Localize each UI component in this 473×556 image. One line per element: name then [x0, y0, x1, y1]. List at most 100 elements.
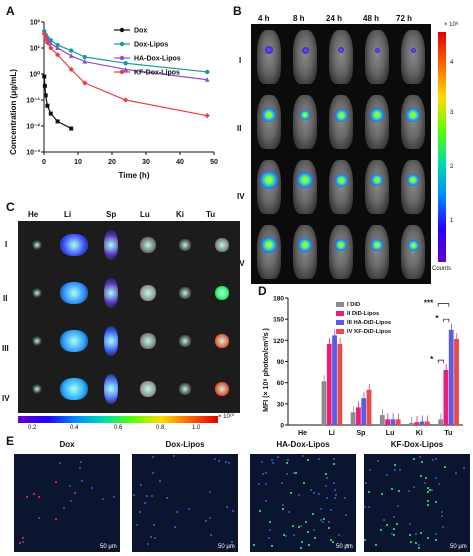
micro-dot: [427, 499, 430, 502]
micro-dot: [329, 539, 332, 542]
micro-dot: [153, 523, 156, 526]
organ-image-grid: [18, 221, 240, 413]
chart-a-x-tick-label: 50: [210, 159, 218, 166]
scale-bar-2: 50 μm: [218, 544, 235, 550]
chart-d-y-tick-label: 120: [273, 338, 284, 345]
colorbar-b: [438, 32, 446, 262]
micro-dot: [37, 517, 40, 520]
micro-dot: [55, 480, 58, 483]
chart-a-legend-label: Dox-Lipos: [134, 42, 168, 49]
chart-d-y-tick-label: 60: [277, 380, 285, 387]
micro-dot: [21, 541, 24, 544]
row-label-c-2: II: [3, 294, 8, 303]
micro-dot: [397, 489, 400, 492]
chart-d-significance-label: *: [435, 314, 439, 323]
micro-dot: [55, 518, 58, 520]
micro-dot: [391, 533, 394, 536]
chart-d-legend-label: IV KF-DiD-Lipos: [347, 329, 391, 335]
micro-dot: [440, 511, 443, 514]
chart-d-category-label: He: [298, 430, 307, 437]
chart-d-significance-bracket: [443, 318, 450, 323]
micro-dot: [393, 468, 396, 471]
fluorescence-signal: [297, 172, 313, 188]
micro-title-ha-dox-lipos: HA-Dox-Lipos: [276, 440, 330, 449]
micro-dot: [331, 540, 334, 543]
organ-image: [59, 234, 88, 256]
micro-dot: [173, 454, 176, 457]
micro-dot: [390, 487, 393, 490]
micro-dot: [313, 529, 316, 532]
micro-dot: [435, 532, 438, 535]
micro-dot: [434, 477, 437, 480]
mouse-silhouette: [257, 95, 281, 149]
chart-a-data-point: [123, 61, 128, 66]
micro-title-dox: Dox: [59, 440, 75, 449]
micro-dot: [382, 518, 385, 521]
chart-a-data-point: [204, 77, 210, 82]
fluorescence-signal: [262, 108, 276, 122]
chart-d-category-label: Li: [329, 430, 335, 437]
fluorescence-signal: [407, 174, 419, 186]
micro-dot: [396, 504, 399, 507]
micro-dot: [166, 496, 169, 499]
micro-dot: [392, 527, 395, 530]
organ-image: [59, 282, 88, 304]
micro-dot: [132, 494, 135, 497]
chart-d-y-tick-label: 180: [273, 296, 284, 303]
organ-label-he: He: [28, 210, 39, 219]
micro-dot: [299, 547, 302, 550]
micro-dot: [385, 474, 388, 477]
micro-dot: [154, 537, 156, 540]
micro-dot: [312, 491, 315, 494]
micro-dot: [332, 462, 335, 465]
fluorescence-signal: [335, 239, 347, 251]
micro-dot: [333, 488, 336, 491]
mouse-silhouette: [329, 30, 353, 84]
micro-dot: [268, 536, 271, 539]
micro-dot: [431, 459, 434, 462]
chart-a-x-tick-label: 40: [176, 159, 184, 166]
organ-image: [31, 240, 42, 250]
chart-a-xlabel: Time (h): [119, 171, 150, 180]
micro-dot: [21, 536, 24, 539]
panel-label-d: D: [258, 284, 267, 298]
micro-dot: [214, 458, 217, 461]
micro-dot: [286, 458, 289, 461]
micro-image-dox: [14, 454, 120, 552]
micro-dot: [317, 492, 320, 495]
fluorescence-signal: [300, 110, 310, 120]
micro-dot: [314, 536, 317, 539]
ex-vivo-organ-panel: He Li Sp Lu Ki Tu I II III IV 0.2 0.4 0.…: [2, 210, 242, 438]
micro-dot: [326, 476, 329, 479]
micro-dot: [285, 535, 288, 538]
micro-dot: [264, 500, 267, 503]
chart-a-data-point: [123, 97, 129, 103]
fluorescence-signal: [374, 47, 380, 53]
micro-dot: [364, 506, 367, 509]
mouse-silhouette: [365, 30, 389, 84]
scale-bar-3: 50 μm: [336, 544, 353, 550]
micro-dot: [423, 482, 426, 485]
chart-d-bar: [454, 338, 459, 425]
panel-label-b: B: [233, 4, 242, 18]
micro-dot: [444, 465, 447, 468]
organ-image: [214, 286, 229, 300]
micro-dot: [292, 533, 295, 536]
micro-dot: [328, 521, 331, 524]
micro-dot: [143, 502, 146, 505]
colorbar-c-tick-10: 1.0: [192, 425, 201, 431]
fluorescence-signal: [301, 46, 309, 54]
micro-dot: [375, 543, 378, 546]
chart-a-x-tick-label: 10: [74, 159, 82, 166]
micro-dot: [286, 462, 289, 465]
chart-d-significance-label: *: [430, 355, 434, 364]
row-label-b-4: IV: [237, 259, 245, 268]
fluorescence-signal: [260, 171, 278, 189]
micro-dot: [367, 490, 370, 493]
colorbar-b-tick-1: 1: [450, 218, 454, 224]
organ-label-li: Li: [64, 210, 72, 219]
micro-dot: [112, 495, 115, 498]
micro-dot: [434, 458, 437, 461]
micro-dot: [426, 486, 429, 489]
micro-dot: [438, 482, 441, 485]
